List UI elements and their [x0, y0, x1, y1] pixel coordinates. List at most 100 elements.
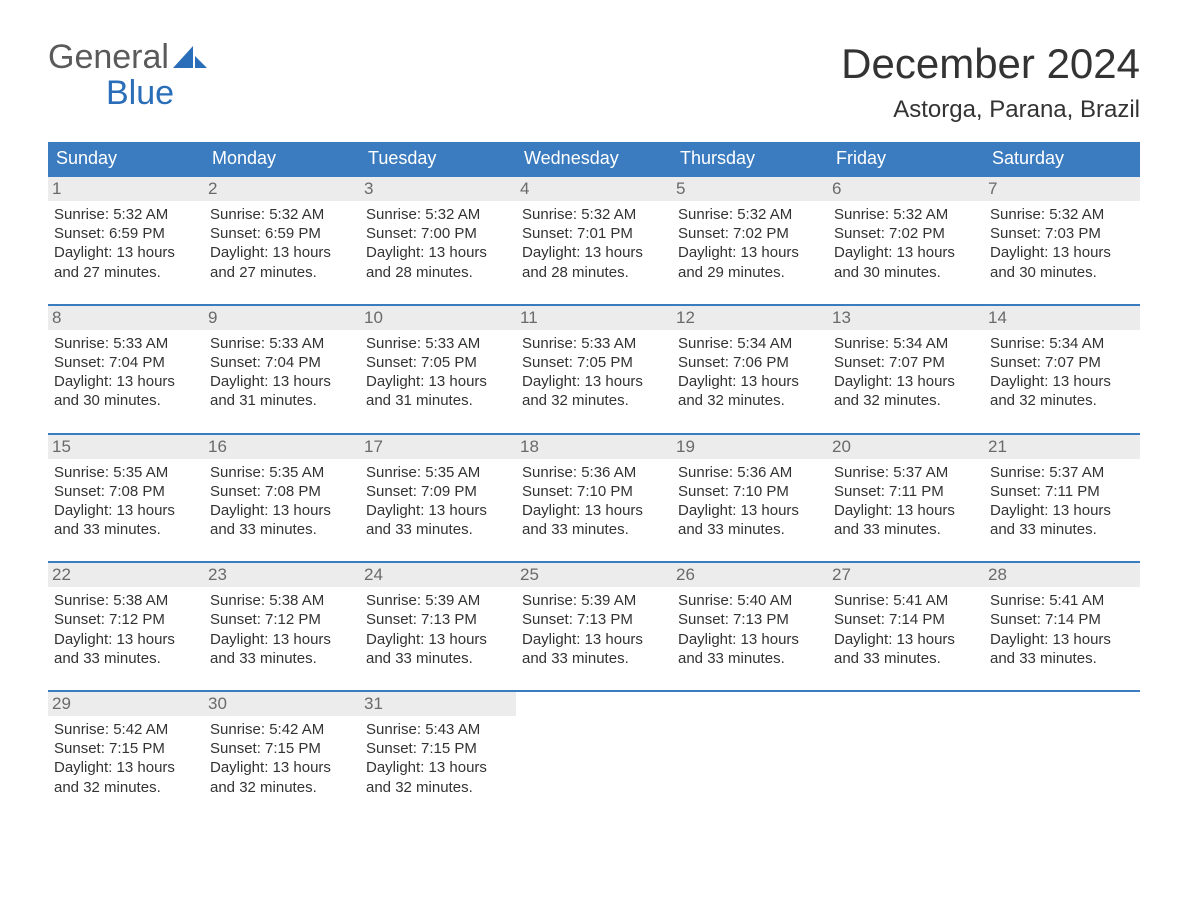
sunset-line: Sunset: 7:10 PM [522, 482, 666, 501]
sunrise-line: Sunrise: 5:40 AM [678, 591, 822, 610]
sunrise-line: Sunrise: 5:35 AM [210, 463, 354, 482]
sunset-line: Sunset: 7:14 PM [990, 610, 1134, 629]
sunset-line: Sunset: 7:08 PM [210, 482, 354, 501]
sunset-line: Sunset: 7:12 PM [210, 610, 354, 629]
day-cell: 30Sunrise: 5:42 AMSunset: 7:15 PMDayligh… [204, 692, 360, 805]
day-cell: 26Sunrise: 5:40 AMSunset: 7:13 PMDayligh… [672, 563, 828, 676]
day-cell: 5 Sunrise: 5:32 AMSunset: 7:02 PMDaylight… [672, 177, 828, 290]
location: Astorga, Parana, Brazil [841, 96, 1140, 124]
day-cell: 27Sunrise: 5:41 AMSunset: 7:14 PMDayligh… [828, 563, 984, 676]
day-body: Sunrise: 5:36 AMSunset: 7:10 PMDaylight:… [678, 463, 822, 540]
sunrise-line: Sunrise: 5:34 AM [834, 334, 978, 353]
sunset-line: Sunset: 7:15 PM [54, 739, 198, 758]
daylight-line: Daylight: 13 hours and 33 minutes. [678, 630, 822, 668]
day-cell [828, 692, 984, 805]
day-body: Sunrise: 5:35 AMSunset: 7:08 PMDaylight:… [54, 463, 198, 540]
daylight-line: Daylight: 13 hours and 30 minutes. [834, 243, 978, 281]
header: General Blue December 2024 Astorga, Para… [48, 40, 1140, 124]
day-cell: 22Sunrise: 5:38 AMSunset: 7:12 PMDayligh… [48, 563, 204, 676]
day-number: 29 [48, 692, 204, 716]
dow-cell: Saturday [984, 142, 1140, 175]
sunset-line: Sunset: 7:15 PM [210, 739, 354, 758]
day-number: 14 [984, 306, 1140, 330]
daylight-line: Daylight: 13 hours and 33 minutes. [834, 630, 978, 668]
day-cell: 23Sunrise: 5:38 AMSunset: 7:12 PMDayligh… [204, 563, 360, 676]
day-cell: 13 Sunrise: 5:34 AMSunset: 7:07 PMDayligh… [828, 306, 984, 419]
sunset-line: Sunset: 7:04 PM [210, 353, 354, 372]
day-cell: 19 Sunrise: 5:36 AMSunset: 7:10 PMDayligh… [672, 435, 828, 548]
sunrise-line: Sunrise: 5:35 AM [54, 463, 198, 482]
sunrise-line: Sunrise: 5:36 AM [522, 463, 666, 482]
day-number: 10 [360, 306, 516, 330]
day-cell: 6Sunrise: 5:32 AMSunset: 7:02 PMDaylight… [828, 177, 984, 290]
sunrise-line: Sunrise: 5:36 AM [678, 463, 822, 482]
daylight-line: Daylight: 13 hours and 33 minutes. [990, 501, 1134, 539]
day-body: Sunrise: 5:34 AMSunset: 7:07 PMDaylight:… [834, 334, 978, 411]
sunrise-line: Sunrise: 5:43 AM [366, 720, 510, 739]
daylight-line: Daylight: 13 hours and 33 minutes. [522, 630, 666, 668]
day-cell: 29 Sunrise: 5:42 AMSunset: 7:15 PMDayligh… [48, 692, 204, 805]
daylight-line: Daylight: 13 hours and 30 minutes. [990, 243, 1134, 281]
day-cell: 20Sunrise: 5:37 AMSunset: 7:11 PMDayligh… [828, 435, 984, 548]
day-body: Sunrise: 5:40 AMSunset: 7:13 PMDaylight:… [678, 591, 822, 668]
day-cell: 25 Sunrise: 5:39 AMSunset: 7:13 PMDayligh… [516, 563, 672, 676]
day-cell [984, 692, 1140, 805]
day-body: Sunrise: 5:42 AMSunset: 7:15 PMDaylight:… [210, 720, 354, 797]
day-number: 5 [672, 177, 828, 201]
sunset-line: Sunset: 7:06 PM [678, 353, 822, 372]
dow-row: Sunday Monday Tuesday Wednesday Thursday… [48, 142, 1140, 175]
day-number: 16 [204, 435, 360, 459]
sunset-line: Sunset: 7:15 PM [366, 739, 510, 758]
day-body: Sunrise: 5:39 AMSunset: 7:13 PMDaylight:… [522, 591, 666, 668]
daylight-line: Daylight: 13 hours and 28 minutes. [522, 243, 666, 281]
week-row: 1Sunrise: 5:32 AMSunset: 6:59 PMDaylight… [48, 175, 1140, 290]
sunset-line: Sunset: 7:07 PM [834, 353, 978, 372]
day-number: 18 [516, 435, 672, 459]
day-cell: 1Sunrise: 5:32 AMSunset: 6:59 PMDaylight… [48, 177, 204, 290]
day-number: 19 [672, 435, 828, 459]
day-body: Sunrise: 5:36 AMSunset: 7:10 PMDaylight:… [522, 463, 666, 540]
day-body: Sunrise: 5:39 AMSunset: 7:13 PMDaylight:… [366, 591, 510, 668]
day-number: 21 [984, 435, 1140, 459]
sunset-line: Sunset: 7:07 PM [990, 353, 1134, 372]
daylight-line: Daylight: 13 hours and 33 minutes. [366, 501, 510, 539]
daylight-line: Daylight: 13 hours and 32 minutes. [54, 758, 198, 796]
dow-cell: Thursday [672, 142, 828, 175]
daylight-line: Daylight: 13 hours and 33 minutes. [210, 501, 354, 539]
sunrise-line: Sunrise: 5:42 AM [54, 720, 198, 739]
day-cell: 24 Sunrise: 5:39 AMSunset: 7:13 PMDayligh… [360, 563, 516, 676]
day-body: Sunrise: 5:38 AMSunset: 7:12 PMDaylight:… [210, 591, 354, 668]
day-body: Sunrise: 5:41 AMSunset: 7:14 PMDaylight:… [834, 591, 978, 668]
day-number: 4 [516, 177, 672, 201]
day-number: 31 [360, 692, 516, 716]
day-number: 2 [204, 177, 360, 201]
day-number: 25 [516, 563, 672, 587]
day-cell: 7Sunrise: 5:32 AMSunset: 7:03 PMDaylight… [984, 177, 1140, 290]
day-body: Sunrise: 5:32 AMSunset: 6:59 PMDaylight:… [54, 205, 198, 282]
dow-cell: Wednesday [516, 142, 672, 175]
daylight-line: Daylight: 13 hours and 29 minutes. [678, 243, 822, 281]
day-body: Sunrise: 5:33 AMSunset: 7:05 PMDaylight:… [522, 334, 666, 411]
day-number: 11 [516, 306, 672, 330]
day-number: 24 [360, 563, 516, 587]
sunset-line: Sunset: 7:00 PM [366, 224, 510, 243]
day-cell: 8Sunrise: 5:33 AMSunset: 7:04 PMDaylight… [48, 306, 204, 419]
sunrise-line: Sunrise: 5:33 AM [366, 334, 510, 353]
calendar: Sunday Monday Tuesday Wednesday Thursday… [48, 142, 1140, 805]
day-cell: 14Sunrise: 5:34 AMSunset: 7:07 PMDayligh… [984, 306, 1140, 419]
day-body: Sunrise: 5:32 AMSunset: 7:02 PMDaylight:… [678, 205, 822, 282]
brand-logo: General Blue [48, 40, 207, 111]
sunset-line: Sunset: 7:03 PM [990, 224, 1134, 243]
day-number: 15 [48, 435, 204, 459]
sunset-line: Sunset: 7:04 PM [54, 353, 198, 372]
day-number: 22 [48, 563, 204, 587]
sunrise-line: Sunrise: 5:41 AM [834, 591, 978, 610]
day-body: Sunrise: 5:34 AMSunset: 7:06 PMDaylight:… [678, 334, 822, 411]
day-cell: 2Sunrise: 5:32 AMSunset: 6:59 PMDaylight… [204, 177, 360, 290]
sunrise-line: Sunrise: 5:32 AM [210, 205, 354, 224]
day-body: Sunrise: 5:32 AMSunset: 7:03 PMDaylight:… [990, 205, 1134, 282]
daylight-line: Daylight: 13 hours and 32 minutes. [522, 372, 666, 410]
daylight-line: Daylight: 13 hours and 32 minutes. [990, 372, 1134, 410]
day-number: 13 [828, 306, 984, 330]
day-cell: 21Sunrise: 5:37 AMSunset: 7:11 PMDayligh… [984, 435, 1140, 548]
